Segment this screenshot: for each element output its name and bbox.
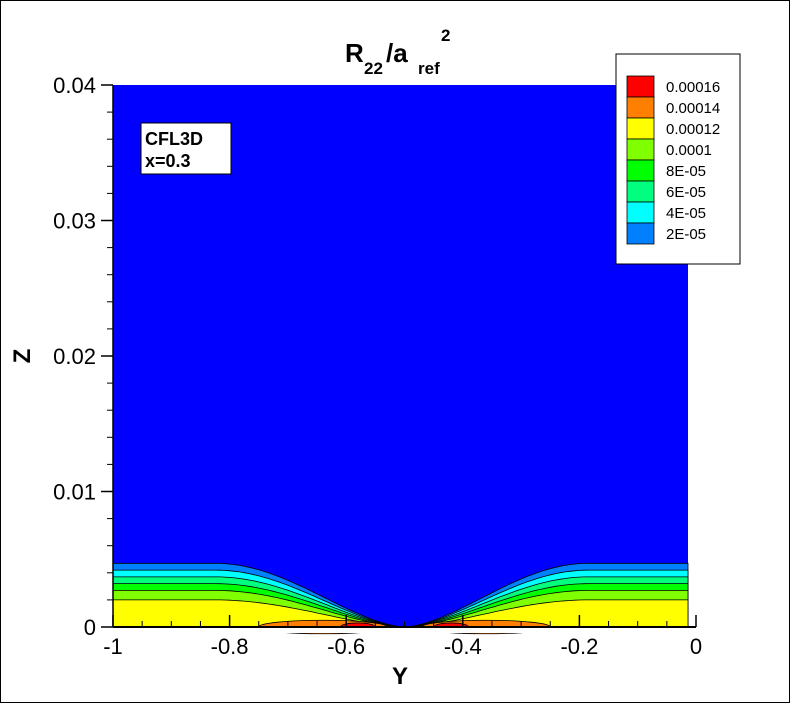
- annotation-station: x=0.3: [145, 151, 191, 171]
- legend-label: 4E-05: [666, 205, 706, 222]
- x-tick-label: -1: [103, 634, 123, 659]
- legend-label: 0.00014: [666, 100, 720, 117]
- x-tick-label: -0.8: [211, 634, 249, 659]
- y-tick-label: 0.04: [53, 73, 96, 98]
- legend-label: 0.00012: [666, 121, 720, 138]
- y-tick-label: 0.03: [53, 209, 96, 234]
- legend-label: 6E-05: [666, 184, 706, 201]
- legend-swatch: [626, 117, 655, 140]
- legend-swatch: [626, 138, 655, 161]
- plot-area: [112, 85, 689, 635]
- y-tick-label: 0.01: [53, 480, 96, 505]
- contour-background: [113, 85, 688, 627]
- legend-swatch: [626, 96, 655, 119]
- annotation-background: [140, 122, 232, 175]
- x-tick-label: -0.6: [327, 634, 365, 659]
- x-tick-label: -0.2: [560, 634, 598, 659]
- annotation-box: CFL3D x=0.3: [140, 122, 232, 175]
- title-superscript: 2: [441, 26, 450, 45]
- title-base-subscript: 22: [364, 59, 383, 78]
- legend-swatch: [626, 180, 655, 203]
- legend-label: 0.00016: [666, 79, 720, 96]
- wall-mask: [112, 627, 689, 633]
- x-tick-label: -0.4: [444, 634, 482, 659]
- annotation-solver: CFL3D: [145, 129, 203, 149]
- chart-title: R 22 /a ref 2: [345, 26, 450, 78]
- legend-label: 2E-05: [666, 226, 706, 243]
- y-tick-label: 0.02: [53, 344, 96, 369]
- title-base: R: [345, 38, 364, 68]
- legend: 0.00016 0.00014 0.00012 0.0001 8E-05 6E-05 4E-…: [615, 53, 741, 265]
- legend-label: 0.0001: [666, 142, 712, 159]
- legend-label: 8E-05: [666, 163, 706, 180]
- legend-swatch: [626, 222, 655, 245]
- legend-swatch: [626, 75, 655, 98]
- legend-swatch: [626, 159, 655, 182]
- y-axis-title: Z: [9, 349, 36, 364]
- title-slash: /a: [386, 38, 408, 68]
- y-tick-label: 0: [84, 615, 96, 640]
- axes: -1 -0.8 -0.6 -0.4 -0.2 0 0 0.01 0.02 0.03 0.04: [53, 73, 702, 659]
- legend-swatch: [626, 201, 655, 224]
- x-tick-label: 0: [690, 634, 702, 659]
- x-axis-title: Y: [392, 663, 408, 690]
- title-denom-subscript: ref: [418, 59, 440, 78]
